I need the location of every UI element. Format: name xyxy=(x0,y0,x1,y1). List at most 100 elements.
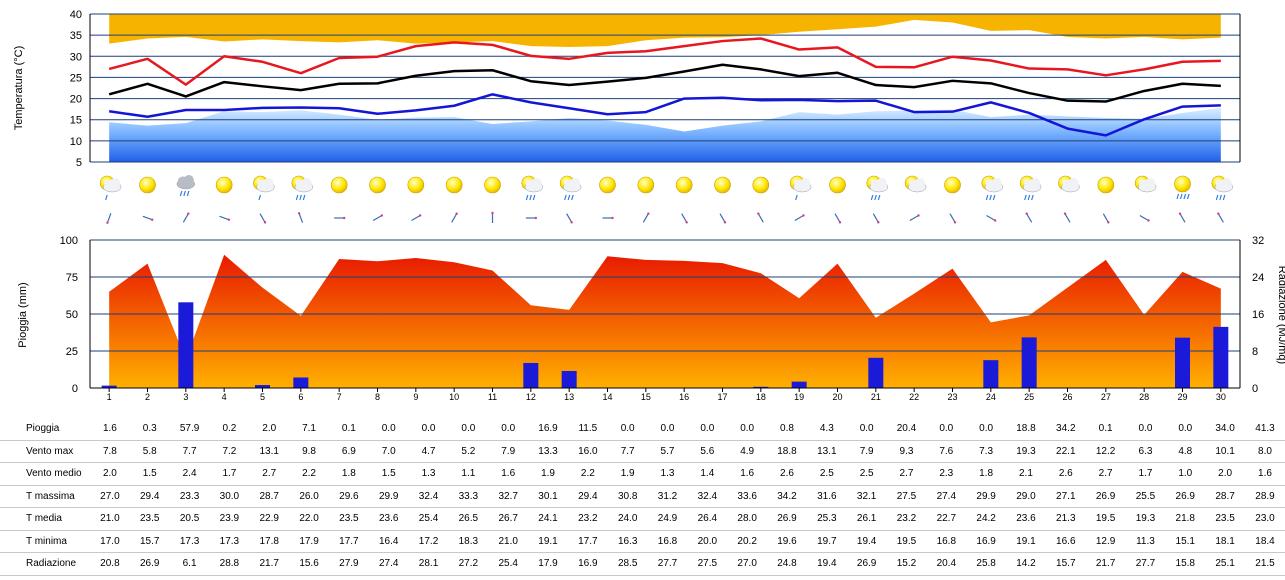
table-cell: 32.7 xyxy=(488,485,529,508)
cloud-rain-icon xyxy=(176,175,196,197)
table-cell: 23.5 xyxy=(129,507,170,531)
x-tick-label: 16 xyxy=(679,392,689,402)
table-cell: 19.1 xyxy=(1006,530,1046,553)
table-cell: 26.9 xyxy=(1085,485,1126,508)
wind-barb xyxy=(681,213,688,224)
line-tmed xyxy=(108,63,1221,103)
table-cell: 27.2 xyxy=(448,552,489,576)
sun-icon xyxy=(445,176,463,194)
table-cell: 17.9 xyxy=(289,530,329,553)
table-cell: 16.9 xyxy=(966,530,1007,553)
row-label: T media xyxy=(0,507,90,531)
table-cell: 0.2 xyxy=(209,418,250,441)
y2-tick-label: 8 xyxy=(1252,346,1258,358)
table-cell: 2.6 xyxy=(1045,462,1086,486)
table-cell: 15.7 xyxy=(1045,552,1086,576)
upper-band-area xyxy=(109,14,1221,47)
sun-icon xyxy=(1097,176,1115,194)
sun-icon xyxy=(215,176,233,194)
x-tick-label: 3 xyxy=(183,392,188,402)
x-tick-label: 12 xyxy=(526,392,536,402)
table-cell: 7.7 xyxy=(607,440,648,463)
y-tick-label: 25 xyxy=(70,72,82,84)
weather-icons-row xyxy=(99,175,1234,201)
table-cell: 19.3 xyxy=(1006,440,1046,463)
table-cell: 1.8 xyxy=(328,462,369,486)
table-cell: 27.5 xyxy=(687,552,728,576)
x-tick-label: 19 xyxy=(794,392,804,402)
x-tick-label: 13 xyxy=(564,392,574,402)
table-cell: 15.7 xyxy=(129,530,170,553)
table-cell: 57.9 xyxy=(169,418,210,441)
table-cell: 7.9 xyxy=(846,440,887,463)
sun-icon xyxy=(944,176,961,194)
table-cell: 1.5 xyxy=(129,462,170,486)
table-cell: 16.9 xyxy=(567,552,608,576)
table-cell: 1.6 xyxy=(488,462,529,486)
table-cell: 7.0 xyxy=(368,440,409,463)
y-tick-label: 10 xyxy=(70,136,82,148)
wind-direction-row xyxy=(106,211,1224,224)
x-tick-label: 5 xyxy=(260,392,265,402)
table-cell: 31.6 xyxy=(806,485,847,508)
sun-icon xyxy=(484,176,501,194)
table-cell: 22.0 xyxy=(289,507,329,531)
wind-barb xyxy=(411,214,422,222)
table-cell: 2.2 xyxy=(567,462,608,486)
table-cell: 1.7 xyxy=(209,462,250,486)
row-label: Radiazione xyxy=(0,552,90,576)
table-cell: 0.0 xyxy=(846,418,887,441)
sun-cloud-drizzle-icon xyxy=(99,175,122,201)
table-cell: 0.0 xyxy=(1125,418,1166,441)
table-cell: 15.2 xyxy=(886,552,927,576)
x-tick-label: 26 xyxy=(1062,392,1072,402)
table-cell: 25.5 xyxy=(1125,485,1166,508)
table-row: Vento max 7.8 5.8 7.7 7.2 13.1 9.8 6.9 7.0 4.7 5.2… xyxy=(0,440,1285,463)
x-tick-label: 2 xyxy=(145,392,150,402)
x-tick-label: 1 xyxy=(107,392,112,402)
table-cell: 12.9 xyxy=(1085,530,1126,553)
table-cell: 0.0 xyxy=(448,418,489,441)
table-cell: 7.9 xyxy=(488,440,529,463)
wind-barb xyxy=(106,213,112,224)
radiation-area xyxy=(109,254,1221,388)
rain-bar xyxy=(868,357,884,388)
table-cell: 25.4 xyxy=(408,507,449,531)
table-cell: 20.0 xyxy=(687,530,728,553)
table-cell: 22.9 xyxy=(249,507,290,531)
table-cell: 25.1 xyxy=(1205,552,1246,576)
sun-cloud-drizzle-icon xyxy=(253,175,275,201)
table-cell: 21.7 xyxy=(249,552,290,576)
rain-bar xyxy=(293,377,309,388)
table-cell: 2.4 xyxy=(169,462,210,486)
sun-cloud-icon xyxy=(1134,175,1157,193)
x-tick-label: 10 xyxy=(449,392,459,402)
table-cell: 8.0 xyxy=(1245,440,1285,463)
table-cell: 16.3 xyxy=(607,530,648,553)
x-tick-label: 6 xyxy=(298,392,303,402)
wind-barb xyxy=(757,212,764,223)
x-tick-label: 27 xyxy=(1101,392,1111,402)
table-cell: 34.0 xyxy=(1205,418,1246,441)
table-cell: 0.0 xyxy=(488,418,529,441)
table-cell: 12.2 xyxy=(1085,440,1126,463)
table-cell: 27.5 xyxy=(886,485,927,508)
table-cell: 15.8 xyxy=(1165,552,1206,576)
sun-cloud-rain-icon xyxy=(291,175,314,201)
table-cell: 17.3 xyxy=(209,530,250,553)
wind-barb xyxy=(1025,212,1033,223)
table-row: T minima 17.0 15.7 17.3 17.3 17.8 17.9 17.7 16.4… xyxy=(0,530,1285,553)
table-cell: 2.7 xyxy=(1085,462,1126,486)
lower-band-area xyxy=(109,107,1221,162)
sun-icon xyxy=(637,176,655,194)
wind-barb xyxy=(1178,212,1186,223)
x-tick-label: 25 xyxy=(1024,392,1034,402)
table-cell: 26.9 xyxy=(846,552,887,576)
table-cell: 21.8 xyxy=(1165,507,1206,531)
x-tick-label: 21 xyxy=(871,392,881,402)
y-tick-label: 25 xyxy=(66,346,78,358)
table-cell: 20.4 xyxy=(886,418,927,441)
table-cell: 23.5 xyxy=(1205,507,1246,531)
table-cell: 34.2 xyxy=(767,485,807,508)
table-cell: 2.0 xyxy=(90,462,130,486)
